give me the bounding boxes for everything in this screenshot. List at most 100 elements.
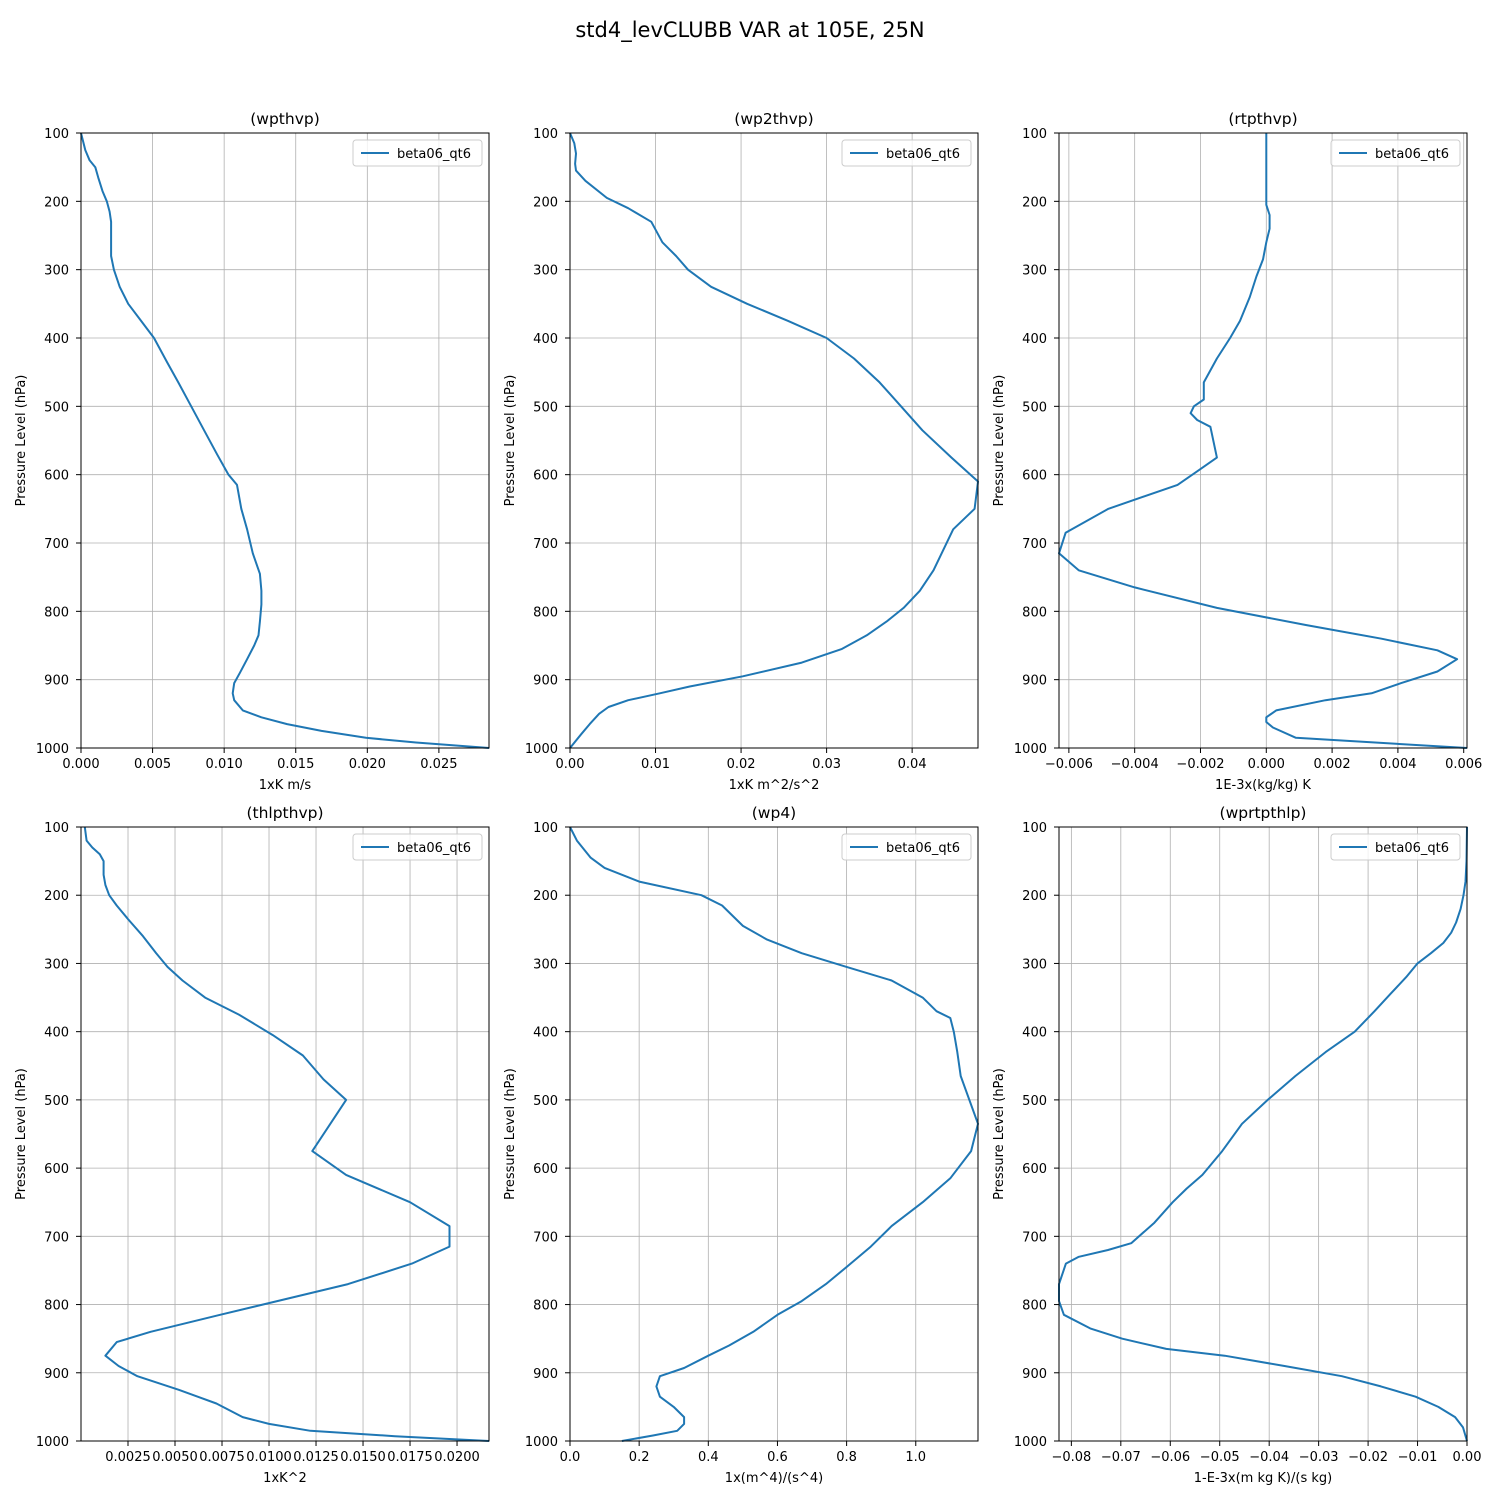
grid-lines bbox=[81, 826, 489, 1442]
x-tick-label: 0.0200 bbox=[434, 1450, 480, 1465]
subplot-title: (wpthvp) bbox=[250, 110, 320, 128]
x-tick-label: 0.8 bbox=[836, 1450, 857, 1465]
y-tick-label: 700 bbox=[1022, 537, 1047, 552]
x-axis-label: 1xK m/s bbox=[259, 778, 312, 793]
y-tick-label: 200 bbox=[1022, 195, 1047, 210]
y-tick-label: 1000 bbox=[525, 742, 558, 757]
y-tick-label: 1000 bbox=[1014, 1435, 1047, 1450]
y-tick-label: 900 bbox=[533, 674, 558, 689]
x-tick-label: 0.005 bbox=[134, 757, 171, 772]
y-tick-label: 800 bbox=[44, 605, 69, 620]
y-tick-label: 100 bbox=[533, 821, 558, 836]
y-tick-label: 600 bbox=[44, 1162, 69, 1177]
y-tick-label: 400 bbox=[1022, 332, 1047, 347]
subplot-title: (wp4) bbox=[752, 804, 796, 822]
legend-box bbox=[1330, 139, 1461, 167]
x-tick-label: 0.0150 bbox=[340, 1450, 386, 1465]
y-tick-label: 500 bbox=[533, 400, 558, 415]
x-tick-label: 0.03 bbox=[812, 757, 841, 772]
x-tick-label: 0.000 bbox=[62, 757, 99, 772]
y-tick-label: 600 bbox=[1022, 1162, 1047, 1177]
x-tick-label: 0.006 bbox=[1445, 757, 1482, 772]
y-tick-label: 500 bbox=[44, 400, 69, 415]
axes-frame bbox=[80, 132, 490, 749]
legend-label: beta06_qt6 bbox=[1375, 841, 1449, 856]
x-tick-label: −0.06 bbox=[1150, 1450, 1190, 1465]
y-tick-label: 300 bbox=[44, 264, 69, 279]
axes-frame bbox=[569, 132, 979, 749]
y-axis-label: Pressure Level (hPa) bbox=[503, 375, 518, 507]
legend-label: beta06_qt6 bbox=[1375, 147, 1449, 162]
legend-label: beta06_qt6 bbox=[886, 147, 960, 162]
legend: beta06_qt6 bbox=[841, 833, 972, 861]
y-tick-label: 400 bbox=[44, 332, 69, 347]
y-tick-label: 600 bbox=[533, 1162, 558, 1177]
axes-frame bbox=[1058, 132, 1468, 749]
y-tick-label: 100 bbox=[533, 127, 558, 142]
axes-frame bbox=[80, 826, 490, 1442]
x-tick-label: −0.002 bbox=[1176, 757, 1224, 772]
x-tick-label: 0.000 bbox=[1248, 757, 1285, 772]
x-tick-label: 0.004 bbox=[1379, 757, 1416, 772]
x-tick-label: 0.0125 bbox=[293, 1450, 339, 1465]
x-tick-label: 0.0075 bbox=[199, 1450, 245, 1465]
y-tick-label: 900 bbox=[1022, 1367, 1047, 1382]
x-tick-label: 0.2 bbox=[629, 1450, 650, 1465]
x-tick-label: 0.0175 bbox=[387, 1450, 433, 1465]
x-tick-label: −0.02 bbox=[1348, 1450, 1388, 1465]
y-tick-label: 400 bbox=[1022, 1026, 1047, 1041]
y-tick-label: 300 bbox=[1022, 264, 1047, 279]
y-tick-label: 300 bbox=[1022, 957, 1047, 972]
y-tick-label: 100 bbox=[44, 821, 69, 836]
x-tick-label: 0.04 bbox=[898, 757, 927, 772]
x-axis-label: 1xK m^2/s^2 bbox=[729, 778, 820, 793]
y-tick-label: 700 bbox=[533, 537, 558, 552]
y-tick-label: 200 bbox=[44, 195, 69, 210]
y-tick-label: 700 bbox=[44, 1230, 69, 1245]
figure-title: std4_levCLUBB VAR at 105E, 25N bbox=[575, 18, 924, 43]
x-tick-label: 0.020 bbox=[349, 757, 386, 772]
subplot-title: (wp2thvp) bbox=[734, 110, 813, 128]
y-tick-label: 1000 bbox=[36, 742, 69, 757]
y-tick-label: 400 bbox=[533, 1026, 558, 1041]
y-tick-label: 200 bbox=[533, 889, 558, 904]
legend-label: beta06_qt6 bbox=[397, 841, 471, 856]
x-tick-label: 0.02 bbox=[727, 757, 756, 772]
y-tick-label: 300 bbox=[44, 957, 69, 972]
x-tick-label: −0.03 bbox=[1299, 1450, 1339, 1465]
grid-lines bbox=[569, 132, 978, 749]
y-axis-label: Pressure Level (hPa) bbox=[14, 1068, 29, 1200]
x-tick-label: 0.0 bbox=[560, 1450, 581, 1465]
y-tick-label: 700 bbox=[533, 1230, 558, 1245]
grid-lines bbox=[569, 826, 978, 1442]
x-tick-label: 0.4 bbox=[698, 1450, 719, 1465]
grid-lines bbox=[80, 132, 489, 749]
y-tick-label: 500 bbox=[533, 1094, 558, 1109]
y-tick-label: 200 bbox=[533, 195, 558, 210]
y-tick-label: 700 bbox=[1022, 1230, 1047, 1245]
legend-box bbox=[841, 139, 972, 167]
legend: beta06_qt6 bbox=[1330, 139, 1461, 167]
y-tick-label: 400 bbox=[44, 1026, 69, 1041]
subplot-3: −0.006 −0.004 −0.002 0.000 0.002 0.004 0.006 10… bbox=[992, 110, 1482, 793]
x-tick-label: −0.07 bbox=[1101, 1450, 1141, 1465]
x-tick-label: −0.05 bbox=[1200, 1450, 1240, 1465]
y-tick-label: 600 bbox=[1022, 469, 1047, 484]
x-tick-label: −0.01 bbox=[1398, 1450, 1438, 1465]
y-tick-label: 200 bbox=[1022, 889, 1047, 904]
legend-box bbox=[352, 833, 483, 861]
y-tick-label: 1000 bbox=[525, 1435, 558, 1450]
axes-frame bbox=[1058, 826, 1468, 1442]
x-tick-label: 0.015 bbox=[277, 757, 314, 772]
x-tick-label: −0.08 bbox=[1051, 1450, 1091, 1465]
y-tick-label: 800 bbox=[1022, 605, 1047, 620]
subplot-title: (rtpthvp) bbox=[1228, 110, 1297, 128]
y-tick-label: 100 bbox=[1022, 127, 1047, 142]
y-tick-label: 100 bbox=[1022, 821, 1047, 836]
x-tick-label: 0.00 bbox=[556, 757, 585, 772]
y-tick-label: 500 bbox=[44, 1094, 69, 1109]
y-tick-label: 800 bbox=[1022, 1299, 1047, 1314]
series-line-beta06_qt6 bbox=[1058, 133, 1468, 749]
y-tick-label: 900 bbox=[533, 1367, 558, 1382]
